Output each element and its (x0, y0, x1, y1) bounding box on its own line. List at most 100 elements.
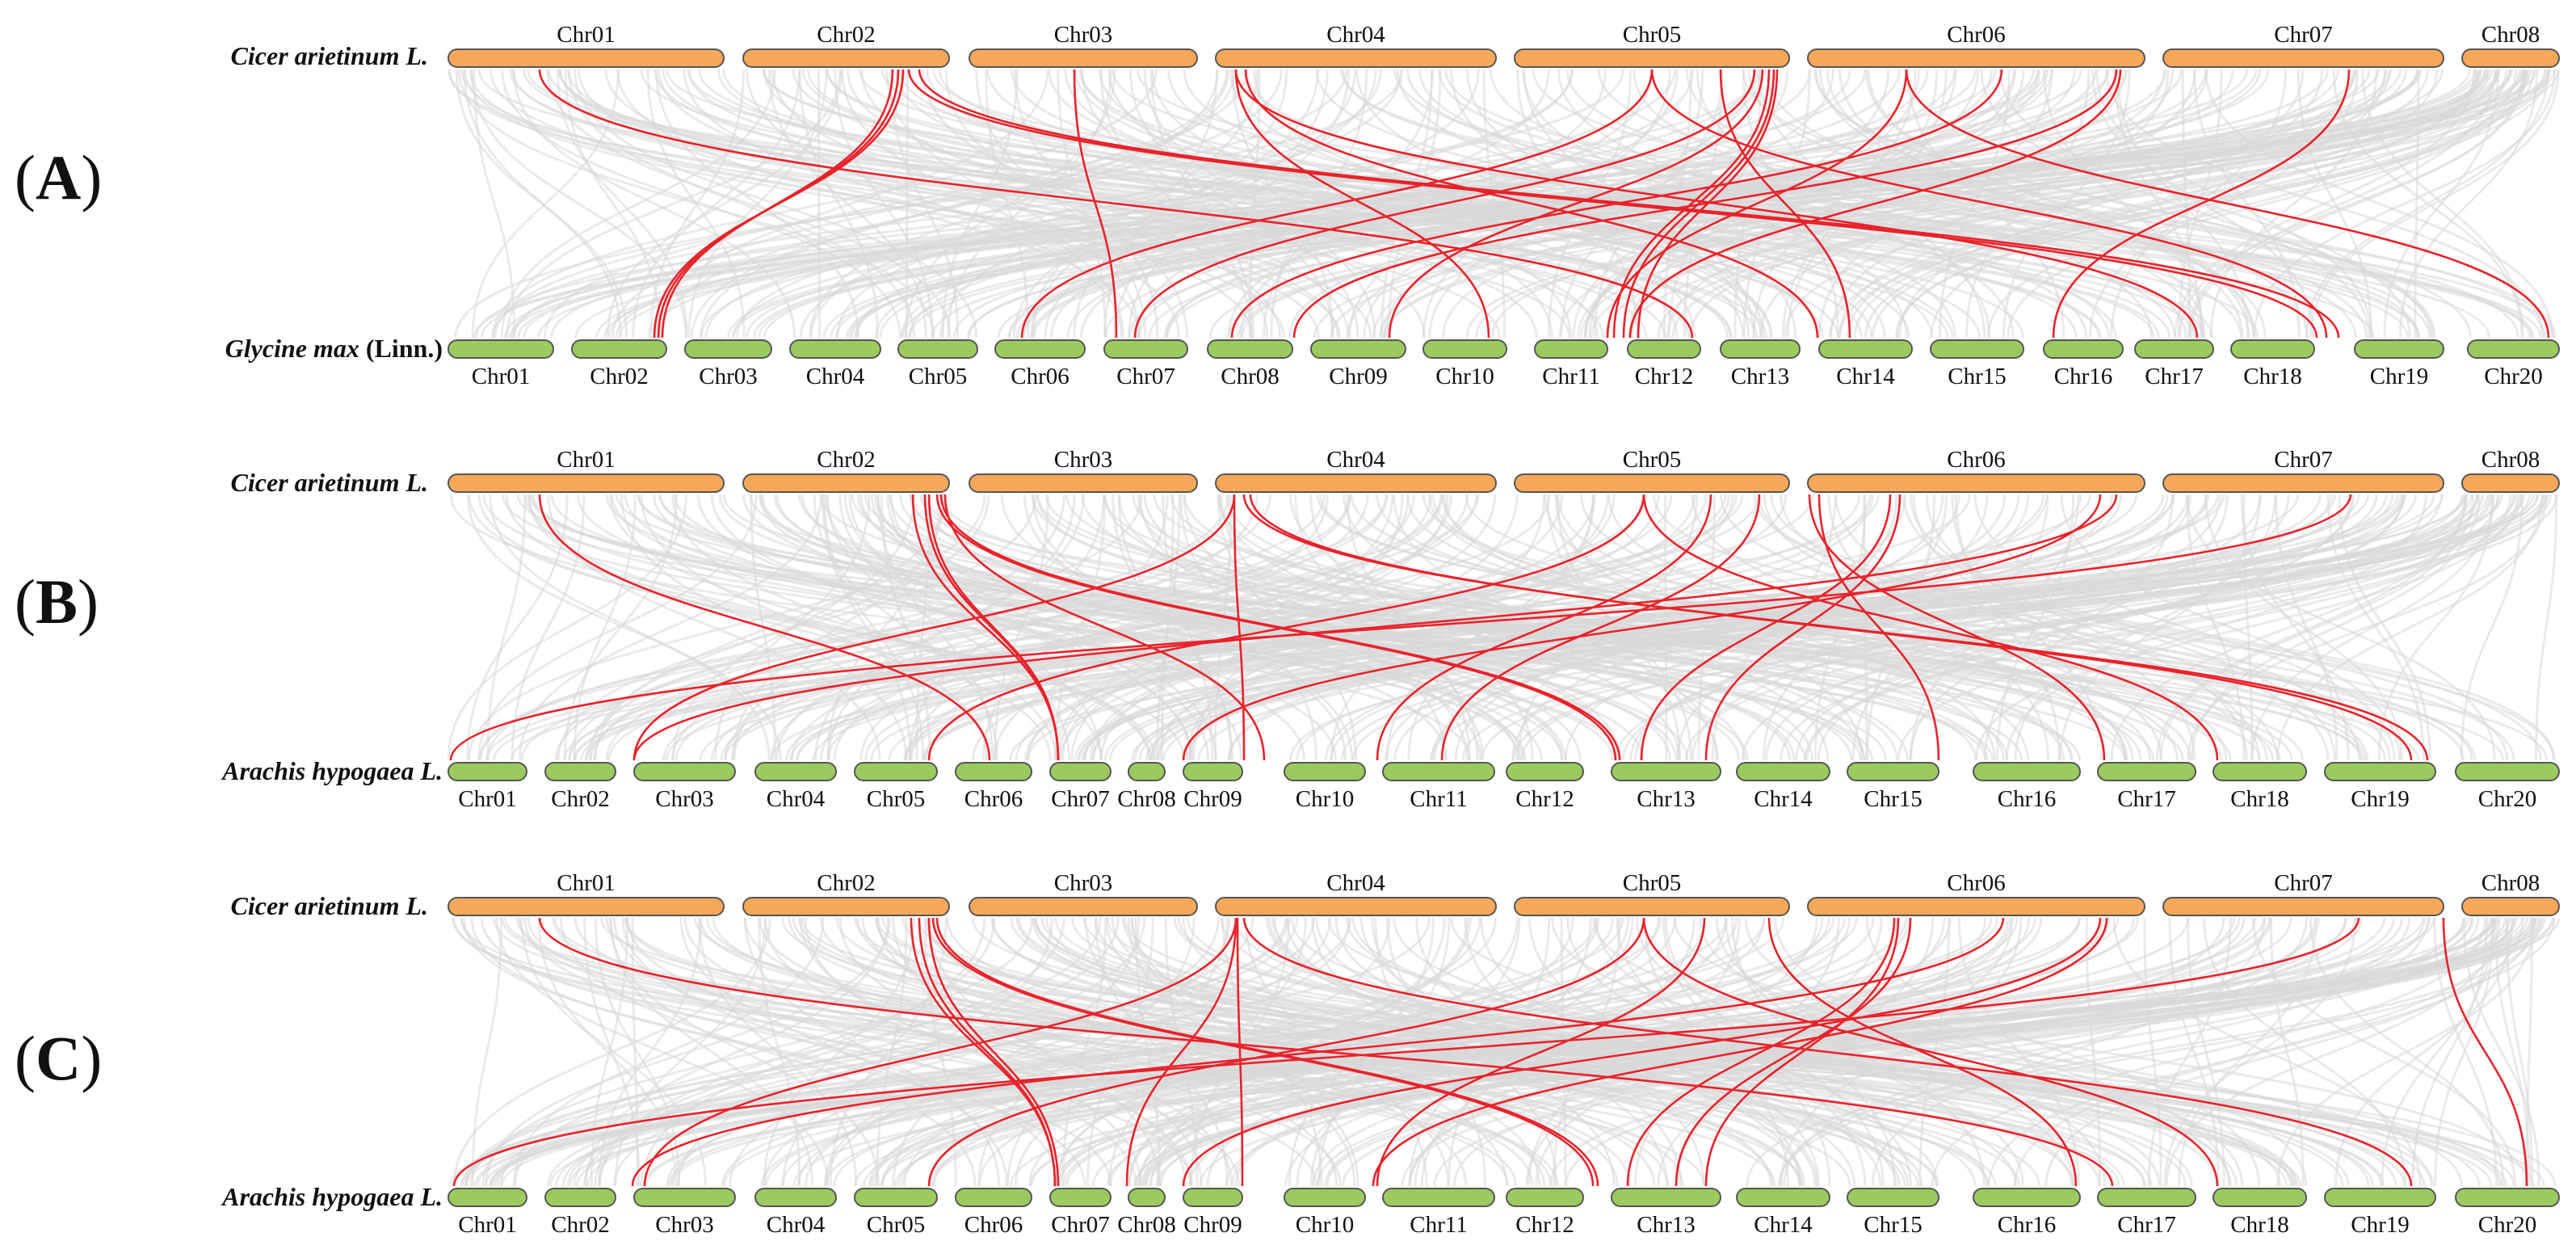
background-link (1237, 69, 2483, 339)
bottom-chromosome-label: Chr01 (458, 1212, 517, 1238)
top-chromosome (2461, 473, 2560, 493)
bottom-chromosome (1183, 1188, 1243, 1207)
bottom-chromosome-label: Chr11 (1542, 364, 1599, 389)
background-link (1782, 917, 2308, 1187)
background-link (455, 69, 628, 339)
background-link (579, 494, 2540, 761)
bottom-chromosome-label: Chr12 (1635, 364, 1694, 389)
highlight-link (918, 917, 1057, 1187)
panel-label-b: (B) (15, 566, 99, 637)
highlight-link (632, 494, 2118, 761)
highlight-links (538, 69, 2550, 339)
background-link (491, 69, 1158, 339)
top-chromosome-label: Chr04 (1326, 22, 1385, 48)
top-chromosome (1807, 48, 2145, 68)
background-link (1384, 494, 1960, 761)
top-chromosome-label: Chr02 (817, 870, 876, 896)
bottom-chromosome-label: Chr20 (2478, 786, 2537, 812)
background-link (477, 494, 1480, 761)
top-chromosome (1514, 897, 1790, 916)
background-link (2147, 917, 2232, 1187)
background-link (1965, 69, 2091, 339)
background-link (898, 69, 2078, 339)
background-link (1520, 494, 2515, 761)
background-link (614, 917, 767, 1187)
bottom-chromosome-label: Chr07 (1051, 786, 1110, 812)
background-link (1774, 917, 2231, 1187)
background-link (1099, 69, 1253, 339)
bottom-chromosome-label: Chr07 (1116, 364, 1175, 389)
bottom-chromosome (448, 762, 527, 781)
bottom-species-name: Arachis hypogaea L. (221, 1182, 443, 1211)
background-link (1054, 917, 2406, 1187)
bottom-chromosome (2230, 339, 2315, 359)
bottom-chromosome (2455, 1188, 2560, 1207)
highlight-link (643, 917, 1238, 1187)
top-chromosome-label: Chr01 (557, 447, 616, 473)
background-link (1780, 917, 2023, 1187)
background-link (640, 917, 986, 1187)
highlight-link (927, 494, 1645, 761)
background-link (1430, 494, 2494, 761)
bottom-chromosome-label: Chr14 (1754, 1212, 1813, 1238)
bottom-chromosome (2324, 1188, 2436, 1207)
background-link (1316, 917, 2321, 1187)
background-link (2013, 917, 2510, 1187)
background-link (1408, 917, 1592, 1187)
background-link (473, 69, 516, 339)
highlight-link (1020, 69, 1654, 339)
highlight-link (1704, 494, 1902, 761)
background-link (2242, 494, 2254, 761)
bottom-chromosome-label: Chr17 (2117, 1212, 2176, 1238)
background-link (557, 494, 1037, 761)
background-link (589, 494, 990, 761)
background-link (2338, 494, 2431, 761)
background-link (2334, 917, 2514, 1187)
background-link (477, 494, 1151, 761)
bottom-chromosome (633, 762, 736, 781)
bottom-chromosome-label: Chr19 (2351, 1212, 2410, 1238)
bottom-chromosome-label: Chr03 (699, 364, 758, 389)
background-link (512, 917, 825, 1187)
top-chromosome (742, 897, 950, 916)
synteny-panel: Chr01 Chr02 Chr03 Chr04 Chr05 Chr06 Chr07 Chr08… (221, 870, 2561, 1238)
highlight-link (1249, 494, 2413, 761)
bottom-chromosome (1720, 339, 1801, 359)
background-link (486, 494, 527, 761)
highlight-link (538, 69, 1694, 339)
bottom-chromosome (1930, 339, 2024, 359)
top-chromosome-label: Chr01 (557, 870, 616, 896)
bottom-chromosome (2134, 339, 2214, 359)
bottom-chromosome-label: Chr14 (1754, 786, 1813, 812)
background-link (597, 917, 1120, 1187)
top-chromosome (969, 48, 1198, 68)
background-link (454, 69, 1404, 339)
background-link (464, 917, 1431, 1187)
top-chromosome (742, 48, 950, 68)
background-link (864, 494, 1861, 761)
bottom-chromosome-label: Chr10 (1296, 1212, 1355, 1238)
bottom-chromosome-label: Chr18 (2230, 786, 2289, 812)
background-link (1044, 494, 2367, 761)
highlight-link (1719, 69, 1851, 339)
top-chromosome (969, 473, 1198, 493)
top-species-label: Cicer arietinum L. (231, 891, 428, 920)
bottom-chromosome (2455, 762, 2560, 781)
bottom-chromosome-label: Chr17 (2145, 364, 2204, 389)
bottom-chromosome-label: Chr03 (655, 786, 714, 812)
background-link (759, 494, 1740, 761)
background-link (1652, 494, 2556, 761)
background-link (475, 69, 1997, 339)
background-link (1341, 69, 2420, 339)
background-link (826, 494, 1071, 761)
background-link (2253, 69, 2557, 339)
background-link (546, 917, 1728, 1187)
bottom-chromosome-label: Chr16 (1998, 786, 2057, 812)
background-link (1838, 69, 2550, 339)
bottom-chromosome (1506, 762, 1584, 781)
background-link (2240, 494, 2350, 761)
background-link (511, 494, 586, 761)
top-species-label: Cicer arietinum L. (231, 468, 428, 497)
bottom-chromosome-label: Chr13 (1637, 786, 1696, 812)
background-link (1150, 494, 1734, 761)
